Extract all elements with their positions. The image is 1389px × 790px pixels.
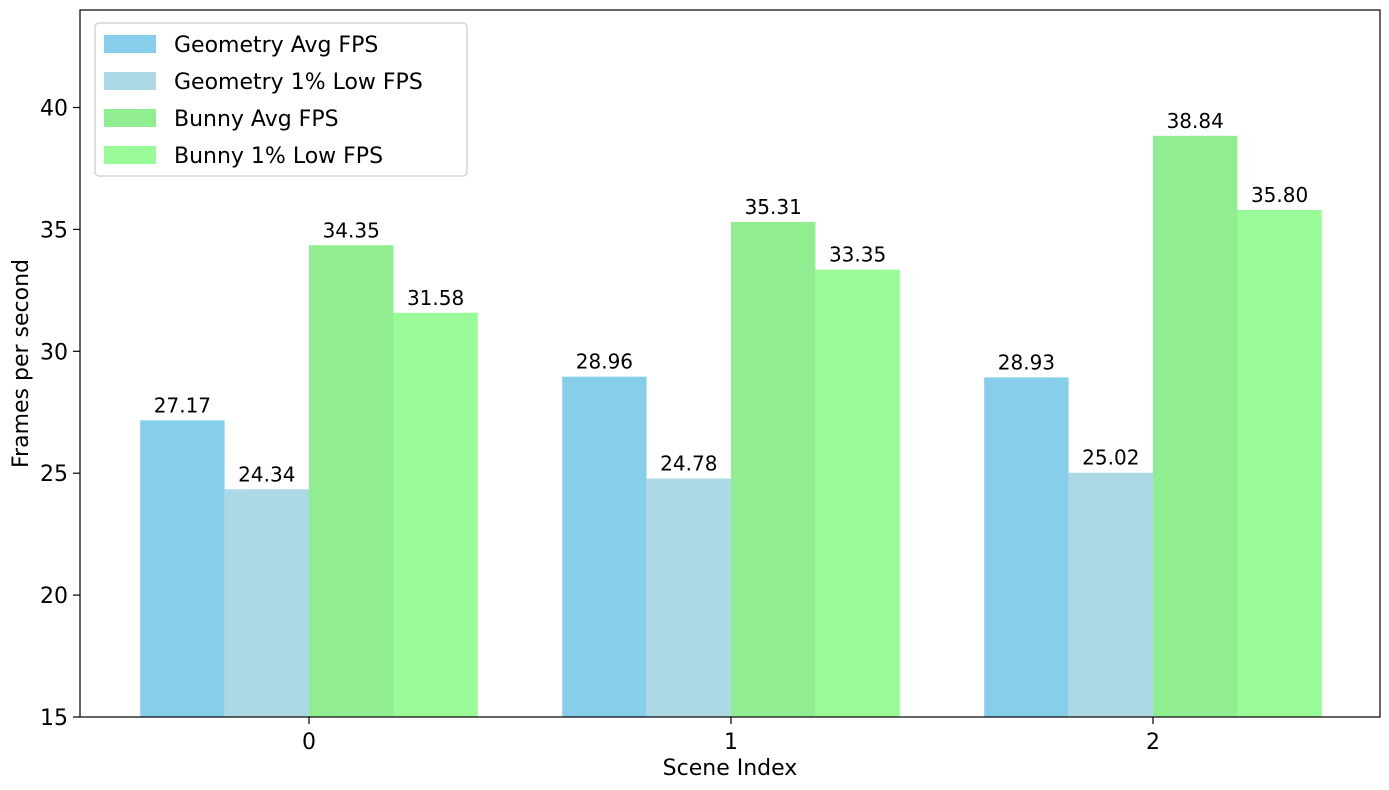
legend-entry-label: Bunny 1% Low FPS bbox=[174, 144, 383, 169]
bar bbox=[562, 376, 647, 717]
legend-swatch bbox=[104, 146, 156, 164]
legend-frame bbox=[94, 22, 468, 177]
x-tick-label: 2 bbox=[1146, 730, 1160, 755]
bar-value-label: 34.35 bbox=[323, 218, 380, 242]
y-tick-label: 20 bbox=[40, 584, 68, 609]
bar bbox=[309, 245, 394, 717]
legend-entry-label: Geometry Avg FPS bbox=[174, 33, 378, 58]
x-axis: 0 1 2 bbox=[302, 717, 1160, 755]
bar bbox=[1153, 135, 1238, 717]
bar bbox=[140, 420, 225, 717]
x-axis-label: Scene Index bbox=[663, 756, 798, 781]
bar-value-label: 24.78 bbox=[660, 452, 717, 476]
y-tick-label: 15 bbox=[40, 706, 68, 731]
bar bbox=[224, 489, 309, 717]
x-tick-label: 1 bbox=[724, 730, 738, 755]
bar-value-label: 35.80 bbox=[1251, 183, 1308, 207]
legend: Geometry Avg FPS Geometry 1% Low FPS Bunny… bbox=[94, 22, 468, 177]
bar-value-label: 25.02 bbox=[1082, 446, 1139, 470]
bar bbox=[1068, 472, 1153, 717]
bar-value-label: 24.34 bbox=[238, 462, 295, 486]
x-tick-label: 0 bbox=[302, 730, 316, 755]
bars-layer bbox=[140, 135, 1322, 717]
y-tick-label: 25 bbox=[40, 462, 68, 487]
y-tick-label: 35 bbox=[40, 218, 68, 243]
bar bbox=[984, 377, 1069, 717]
data-labels-layer: 27.17 28.96 28.93 24.34 24.78 25.02 34.35 35.31… bbox=[154, 109, 1308, 487]
legend-swatch bbox=[104, 109, 156, 127]
legend-entry-label: Geometry 1% Low FPS bbox=[174, 70, 423, 95]
y-tick-label: 40 bbox=[40, 97, 68, 122]
legend-swatch bbox=[104, 35, 156, 53]
bar-value-label: 28.93 bbox=[998, 350, 1055, 374]
bar bbox=[731, 221, 816, 717]
bar-value-label: 27.17 bbox=[154, 393, 211, 417]
bar bbox=[1237, 209, 1322, 717]
bar-value-label: 31.58 bbox=[407, 286, 464, 310]
bar-value-label: 35.31 bbox=[745, 195, 802, 219]
bar bbox=[646, 478, 731, 717]
bar-value-label: 33.35 bbox=[829, 243, 886, 267]
bar bbox=[815, 269, 900, 717]
legend-swatch bbox=[104, 72, 156, 90]
bar-value-label: 28.96 bbox=[576, 350, 633, 374]
bar bbox=[393, 312, 478, 717]
plot-area-frame bbox=[79, 9, 1381, 718]
legend-entry-label: Bunny Avg FPS bbox=[174, 107, 339, 132]
y-axis: 15 20 25 30 35 40 bbox=[40, 97, 80, 731]
y-tick-label: 30 bbox=[40, 340, 68, 365]
y-axis-label: Frames per second bbox=[9, 259, 34, 468]
bar-value-label: 38.84 bbox=[1167, 109, 1224, 133]
